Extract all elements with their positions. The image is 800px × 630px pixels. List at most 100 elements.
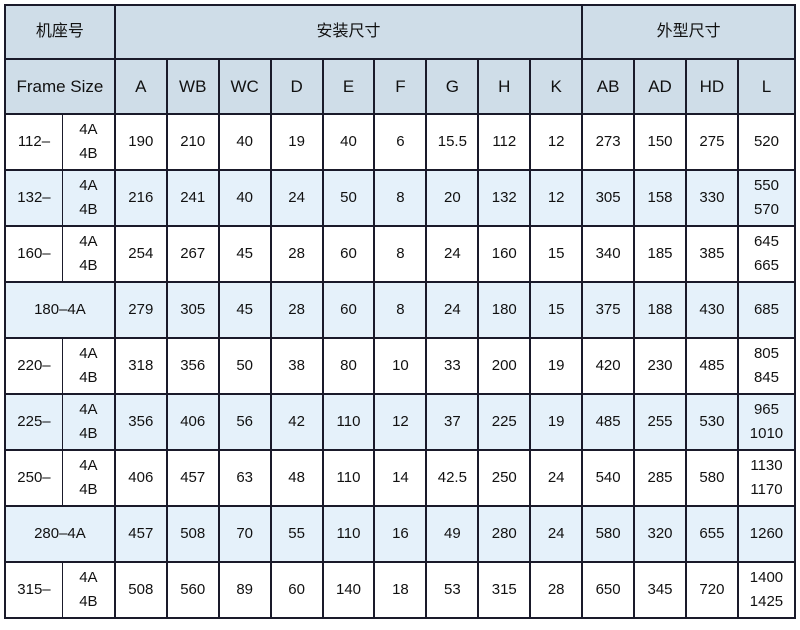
value-cell: 42 xyxy=(271,395,324,451)
group-header-row: 机座号 安装尺寸 外型尺寸 xyxy=(6,6,796,60)
value-cell: 375 xyxy=(583,283,636,339)
frame-variants-cell: 4A 4B xyxy=(62,563,116,619)
frame-size-cell: 160– xyxy=(6,227,63,283)
length-cell: 645 665 xyxy=(738,227,796,283)
column-header-l: L xyxy=(738,60,796,115)
value-cell: 10 xyxy=(375,339,428,395)
table-row: 315– 4A 4B 508 560 89 60 140 18 53 315 28 650 345 720 1… xyxy=(6,563,796,619)
value-cell: 420 xyxy=(583,339,636,395)
value-cell: 12 xyxy=(531,171,584,227)
value-cell: 132 xyxy=(479,171,532,227)
value-cell: 210 xyxy=(167,115,220,171)
value-cell: 279 xyxy=(115,283,168,339)
value-cell: 457 xyxy=(115,507,168,563)
frame-cn-header: 机座号 xyxy=(6,6,116,60)
table-row: 225– 4A 4B 356 406 56 42 110 12 37 225 19 485 255 530 9… xyxy=(6,395,796,451)
value-cell: 110 xyxy=(323,395,376,451)
value-cell: 24 xyxy=(531,451,584,507)
table-row: 112– 4A 4B 190 210 40 19 40 6 15.5 112 12 273 150 275 5… xyxy=(6,115,796,171)
value-cell: 255 xyxy=(635,395,687,451)
value-cell: 305 xyxy=(167,283,220,339)
value-cell: 45 xyxy=(219,283,272,339)
value-cell: 16 xyxy=(375,507,428,563)
length-cell: 550 570 xyxy=(738,171,796,227)
value-cell: 18 xyxy=(375,563,428,619)
frame-variant: 4A xyxy=(79,457,98,474)
length-cell: 965 1010 xyxy=(738,395,796,451)
frame-size-cell: 112– xyxy=(6,115,63,171)
frame-size-cell: 250– xyxy=(6,451,63,507)
value-cell: 650 xyxy=(583,563,636,619)
value-cell: 53 xyxy=(427,563,480,619)
value-cell: 485 xyxy=(583,395,636,451)
value-cell: 45 xyxy=(219,227,272,283)
frame-variant: 4B xyxy=(79,369,98,386)
value-cell: 50 xyxy=(219,339,272,395)
frame-size-header: Frame Size xyxy=(6,60,116,115)
table-row: 180–4A 279 305 45 28 60 8 24 180 15 375 188 430 685 xyxy=(6,283,796,339)
value-cell: 80 xyxy=(323,339,376,395)
value-cell: 60 xyxy=(323,227,376,283)
length-cell: 1130 1170 xyxy=(738,451,796,507)
value-cell: 560 xyxy=(167,563,220,619)
length-cell: 1400 1425 xyxy=(738,563,796,619)
frame-variant: 4A xyxy=(79,177,98,194)
length-value: 805 xyxy=(753,345,779,362)
value-cell: 40 xyxy=(323,115,376,171)
value-cell: 56 xyxy=(219,395,272,451)
value-cell: 70 xyxy=(219,507,272,563)
length-cell: 520 xyxy=(738,115,796,171)
value-cell: 24 xyxy=(271,171,324,227)
value-cell: 340 xyxy=(583,227,636,283)
value-cell: 655 xyxy=(686,507,739,563)
value-cell: 230 xyxy=(635,339,687,395)
value-cell: 19 xyxy=(531,339,584,395)
value-cell: 19 xyxy=(271,115,324,171)
frame-variant: 4A xyxy=(79,401,98,418)
value-cell: 60 xyxy=(323,283,376,339)
value-cell: 254 xyxy=(115,227,168,283)
value-cell: 50 xyxy=(323,171,376,227)
value-cell: 580 xyxy=(583,507,636,563)
value-cell: 8 xyxy=(375,283,428,339)
value-cell: 112 xyxy=(479,115,532,171)
frame-variants-cell: 4A 4B xyxy=(62,115,116,171)
value-cell: 315 xyxy=(479,563,532,619)
value-cell: 24 xyxy=(427,283,480,339)
value-cell: 406 xyxy=(167,395,220,451)
column-header-hd: HD xyxy=(686,60,739,115)
value-cell: 273 xyxy=(583,115,636,171)
length-value: 570 xyxy=(753,201,779,218)
value-cell: 158 xyxy=(635,171,687,227)
value-cell: 110 xyxy=(323,451,376,507)
value-cell: 180 xyxy=(479,283,532,339)
column-header-e: E xyxy=(323,60,376,115)
value-cell: 305 xyxy=(583,171,636,227)
frame-variants-cell: 4A 4B xyxy=(62,227,116,283)
value-cell: 200 xyxy=(479,339,532,395)
length-cell: 1260 xyxy=(738,507,796,563)
value-cell: 28 xyxy=(531,563,584,619)
table-row: 250– 4A 4B 406 457 63 48 110 14 42.5 250 24 540 285 58… xyxy=(6,451,796,507)
value-cell: 89 xyxy=(219,563,272,619)
value-cell: 318 xyxy=(115,339,168,395)
table-row: 280–4A 457 508 70 55 110 16 49 280 24 580 320 655 126… xyxy=(6,507,796,563)
frame-variant: 4A xyxy=(79,121,98,138)
length-value: 665 xyxy=(753,257,779,274)
value-cell: 28 xyxy=(271,227,324,283)
length-value: 1260 xyxy=(749,525,784,542)
frame-variant: 4B xyxy=(79,145,98,162)
value-cell: 285 xyxy=(635,451,687,507)
value-cell: 406 xyxy=(115,451,168,507)
value-cell: 540 xyxy=(583,451,636,507)
value-cell: 8 xyxy=(375,227,428,283)
value-cell: 190 xyxy=(115,115,168,171)
value-cell: 37 xyxy=(427,395,480,451)
column-header-h: H xyxy=(479,60,532,115)
value-cell: 150 xyxy=(635,115,687,171)
value-cell: 508 xyxy=(115,563,168,619)
frame-variants-cell: 4A 4B xyxy=(62,395,116,451)
frame-variant: 4B xyxy=(79,201,98,218)
value-cell: 580 xyxy=(686,451,739,507)
column-header-ab: AB xyxy=(583,60,636,115)
